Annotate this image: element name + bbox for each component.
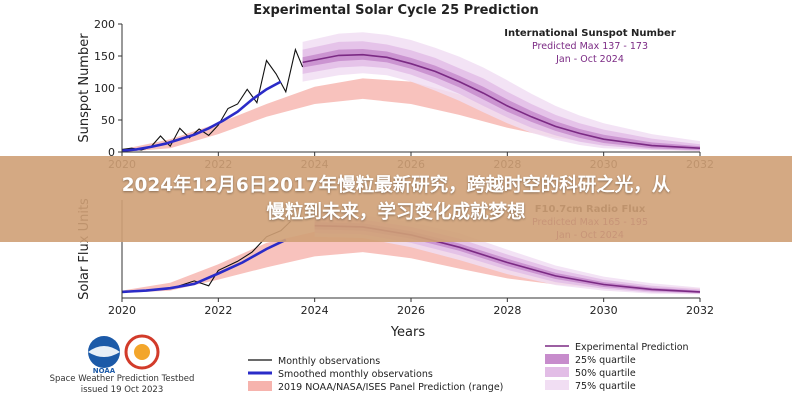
inset-date-range: Jan - Oct 2024 — [555, 54, 624, 65]
noaa-logo: NOAA — [88, 336, 120, 375]
legend-label: 25% quartile — [575, 355, 636, 366]
x-tick-label: 2028 — [493, 304, 521, 317]
legend-label: 2019 NOAA/NASA/ISES Panel Prediction (ra… — [278, 382, 503, 393]
x-tick-label: 2032 — [686, 304, 714, 317]
legend-observations: Monthly observations Smoothed monthly obs… — [248, 356, 503, 393]
testbed-caption: Space Weather Prediction Testbed — [50, 374, 195, 384]
x-tick-label: 2022 — [204, 304, 232, 317]
chart-title: Experimental Solar Cycle 25 Prediction — [253, 3, 539, 18]
legend-label: Experimental Prediction — [575, 342, 689, 353]
legend-prediction: Experimental Prediction 25% quartile 50% q… — [545, 342, 689, 392]
legend-label: Smoothed monthly observations — [278, 369, 433, 380]
y-tick-label: 50 — [101, 114, 115, 127]
noaa-bird-mark — [88, 346, 120, 357]
legend-label: 50% quartile — [575, 368, 636, 379]
swpc-sun-mark — [134, 344, 150, 360]
smoothed-observations-line — [121, 80, 282, 152]
x-tick-label: 2026 — [397, 304, 425, 317]
legend-label: 75% quartile — [575, 381, 636, 392]
banner-line-2: 慢粒到未来，学习变化成就梦想 — [266, 202, 526, 223]
y-tick-label: 150 — [94, 50, 115, 63]
y-axis-label: Sunspot Number — [77, 33, 92, 143]
inset-title: International Sunspot Number — [504, 28, 676, 39]
y-tick-label: 0 — [108, 146, 115, 159]
x-tick-label: 2024 — [301, 304, 329, 317]
quartile-50-band — [302, 41, 700, 151]
swpc-logo — [124, 334, 160, 370]
y-tick-label: 200 — [94, 18, 115, 31]
smoothed-observations-line — [121, 238, 287, 294]
experimental-prediction-line — [302, 53, 701, 149]
legend-swatch-band — [545, 367, 569, 377]
legend-swatch-band — [248, 381, 272, 391]
quartile-25-band — [302, 49, 700, 151]
monthly-observations-line — [121, 47, 304, 151]
noaa-logo-text: NOAA — [93, 367, 116, 375]
x-axis-label: Years — [390, 325, 426, 340]
x-tick-label: 2030 — [590, 304, 618, 317]
legend-swatch-band — [545, 380, 569, 390]
title-banner: 2024年12月6日2017年慢粒最新研究，跨越时空的科研之光，从 慢粒到未来，… — [0, 156, 792, 242]
y-tick-label: 100 — [94, 82, 115, 95]
banner-line-1: 2024年12月6日2017年慢粒最新研究，跨越时空的科研之光，从 — [121, 175, 671, 196]
legend-label: Monthly observations — [278, 356, 380, 367]
x-tick-label: 2020 — [108, 304, 136, 317]
legend-swatch-band — [545, 354, 569, 364]
issued-date-caption: issued 19 Oct 2023 — [81, 385, 163, 395]
sunspot-panel: Experimental Solar Cycle 25 Prediction 20… — [77, 3, 714, 171]
inset-predicted-max: Predicted Max 137 - 173 — [532, 41, 648, 52]
